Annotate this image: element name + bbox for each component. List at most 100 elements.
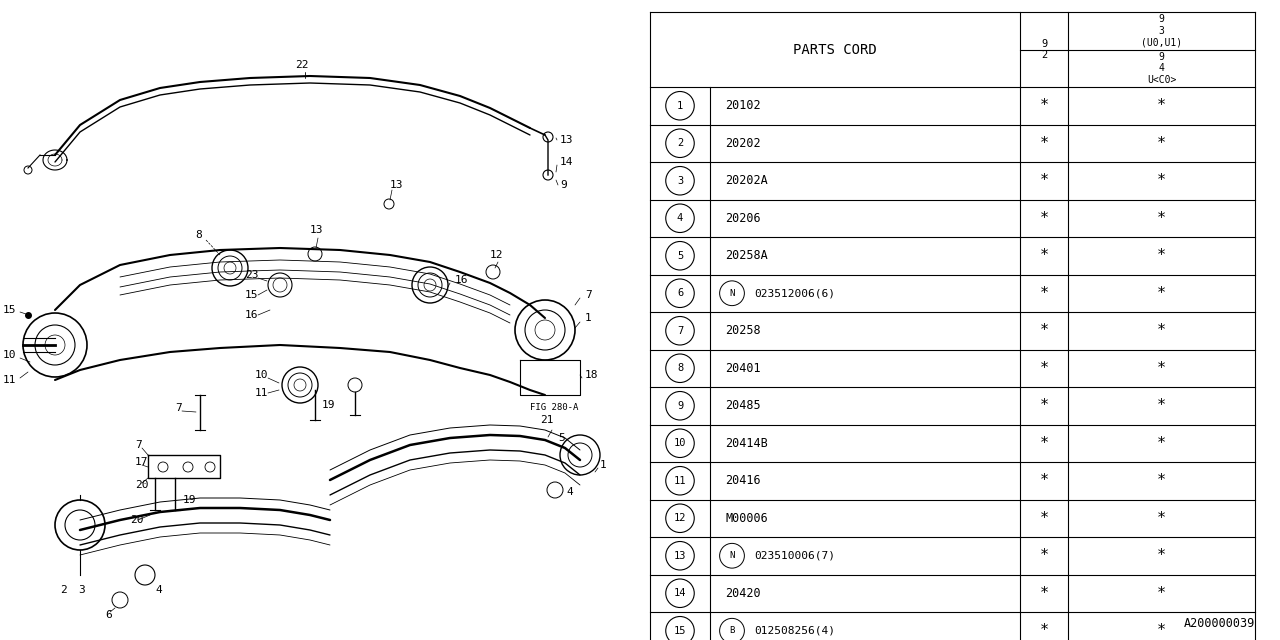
Text: *: *	[1157, 285, 1166, 301]
Text: 13: 13	[561, 135, 573, 145]
Text: 15: 15	[673, 626, 686, 636]
Text: 11: 11	[673, 476, 686, 486]
Text: 9: 9	[677, 401, 684, 411]
Text: 20416: 20416	[724, 474, 760, 487]
Text: *: *	[1157, 548, 1166, 563]
Text: *: *	[1039, 99, 1048, 113]
Text: FIG 280-A: FIG 280-A	[530, 403, 579, 413]
Text: *: *	[1157, 398, 1166, 413]
Text: 7: 7	[175, 403, 182, 413]
Text: 16: 16	[244, 310, 259, 320]
Text: 19: 19	[183, 495, 197, 505]
Text: *: *	[1039, 473, 1048, 488]
Text: 4: 4	[566, 487, 572, 497]
Text: 13: 13	[310, 225, 324, 235]
Text: A200000039: A200000039	[1184, 617, 1254, 630]
Text: 1: 1	[585, 313, 591, 323]
Text: 15: 15	[3, 305, 17, 315]
Text: 22: 22	[294, 60, 308, 70]
Text: B: B	[730, 627, 735, 636]
Text: 20420: 20420	[724, 587, 760, 600]
Text: *: *	[1039, 548, 1048, 563]
Text: *: *	[1157, 211, 1166, 226]
Text: 023512006(6): 023512006(6)	[754, 288, 835, 298]
Text: 20102: 20102	[724, 99, 760, 112]
Text: *: *	[1039, 285, 1048, 301]
Text: 8: 8	[677, 364, 684, 373]
Text: 11: 11	[255, 388, 269, 398]
Text: *: *	[1157, 248, 1166, 263]
Text: *: *	[1039, 173, 1048, 188]
Text: 20202: 20202	[724, 137, 760, 150]
Text: 20414B: 20414B	[724, 436, 768, 450]
Text: 12: 12	[490, 250, 503, 260]
Text: *: *	[1157, 361, 1166, 376]
Text: 9
2: 9 2	[1041, 38, 1047, 60]
Text: 14: 14	[673, 588, 686, 598]
Text: 10: 10	[255, 370, 269, 380]
Text: 15: 15	[244, 290, 259, 300]
Text: 20485: 20485	[724, 399, 760, 412]
Text: 8: 8	[195, 230, 202, 240]
Text: *: *	[1157, 586, 1166, 601]
Text: 7: 7	[677, 326, 684, 336]
Text: PARTS CORD: PARTS CORD	[794, 42, 877, 56]
Text: 13: 13	[673, 551, 686, 561]
Text: *: *	[1039, 211, 1048, 226]
Text: 012508256(4): 012508256(4)	[754, 626, 835, 636]
Text: *: *	[1157, 136, 1166, 151]
Text: *: *	[1039, 586, 1048, 601]
Text: 2: 2	[60, 585, 67, 595]
Text: 20258: 20258	[724, 324, 760, 337]
Text: 10: 10	[673, 438, 686, 448]
Text: 12: 12	[673, 513, 686, 524]
Text: 3: 3	[78, 585, 84, 595]
Text: 9
4
U<C0>: 9 4 U<C0>	[1147, 52, 1176, 85]
Text: 20401: 20401	[724, 362, 760, 375]
Text: 5: 5	[558, 433, 564, 443]
Text: 20: 20	[131, 515, 143, 525]
Text: 2: 2	[677, 138, 684, 148]
Text: *: *	[1157, 99, 1166, 113]
Text: 9: 9	[561, 180, 567, 190]
Text: *: *	[1039, 436, 1048, 451]
Text: 9
3
(U0,U1): 9 3 (U0,U1)	[1140, 14, 1181, 47]
Text: 1: 1	[600, 460, 607, 470]
Text: 14: 14	[561, 157, 573, 167]
Text: 20202A: 20202A	[724, 174, 768, 188]
Text: 20258A: 20258A	[724, 249, 768, 262]
Text: 18: 18	[585, 370, 599, 380]
Text: *: *	[1039, 323, 1048, 339]
Text: *: *	[1157, 511, 1166, 525]
Text: N: N	[730, 551, 735, 560]
Text: M00006: M00006	[724, 512, 768, 525]
Text: 7: 7	[134, 440, 142, 450]
Text: 16: 16	[454, 275, 468, 285]
Text: 19: 19	[323, 400, 335, 410]
Text: N: N	[730, 289, 735, 298]
Text: *: *	[1039, 361, 1048, 376]
Text: *: *	[1039, 623, 1048, 638]
Text: *: *	[1039, 136, 1048, 151]
Text: *: *	[1157, 173, 1166, 188]
Text: 1: 1	[677, 100, 684, 111]
Text: 13: 13	[390, 180, 403, 190]
Text: 17: 17	[134, 457, 148, 467]
Text: 21: 21	[540, 415, 553, 425]
Text: 7: 7	[585, 290, 591, 300]
Text: *: *	[1039, 398, 1048, 413]
Text: 023510006(7): 023510006(7)	[754, 551, 835, 561]
Text: 5: 5	[677, 251, 684, 260]
Text: 4: 4	[677, 213, 684, 223]
Text: *: *	[1039, 248, 1048, 263]
Text: 20206: 20206	[724, 212, 760, 225]
Text: 3: 3	[677, 176, 684, 186]
Text: *: *	[1157, 323, 1166, 339]
Text: 6: 6	[105, 610, 111, 620]
Text: *: *	[1157, 436, 1166, 451]
Text: 11: 11	[3, 375, 17, 385]
Text: 23: 23	[244, 270, 259, 280]
Text: 6: 6	[677, 288, 684, 298]
Text: *: *	[1039, 511, 1048, 525]
Text: *: *	[1157, 473, 1166, 488]
